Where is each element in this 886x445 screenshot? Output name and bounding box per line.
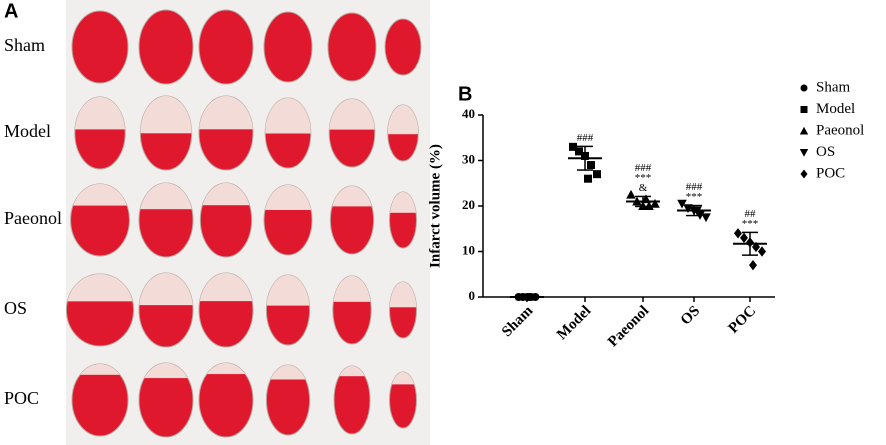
y-tick-label: 40 <box>462 106 475 121</box>
panel-label: A <box>4 0 18 22</box>
x-tick-label: Paeonol <box>605 303 652 350</box>
significance-mark: & <box>639 182 648 194</box>
brain-slice <box>198 9 254 85</box>
significance-mark: *** <box>686 191 703 203</box>
legend-marker <box>800 169 808 179</box>
brain-slice <box>71 10 129 84</box>
brain-slice <box>138 9 194 85</box>
data-point <box>569 142 577 151</box>
data-point <box>644 201 654 210</box>
legend-label: POC <box>816 165 845 181</box>
data-point <box>626 189 636 199</box>
row-label: Paeonol <box>4 208 62 228</box>
legend-marker <box>799 126 809 135</box>
brain-slice <box>384 18 422 76</box>
legend-marker <box>799 149 809 157</box>
legend-label: OS <box>816 144 835 160</box>
significance-mark: *** <box>742 218 759 230</box>
data-point <box>677 199 687 209</box>
legend-label: Sham <box>816 79 851 95</box>
significance-mark: ### <box>577 132 594 144</box>
infarct-area <box>72 364 128 375</box>
data-point <box>758 246 766 257</box>
infarct-area <box>330 186 374 207</box>
data-point <box>683 204 693 214</box>
y-axis-title: Infarct volume (%) <box>427 144 443 268</box>
data-point <box>701 213 711 223</box>
data-point <box>650 198 660 208</box>
data-point <box>749 259 757 271</box>
significance-mark: *** <box>635 172 652 184</box>
data-point <box>734 228 742 239</box>
significance-mark: ### <box>686 181 703 193</box>
legend-marker <box>800 106 808 113</box>
row-label: OS <box>4 298 27 318</box>
x-tick-label: OS <box>678 303 703 328</box>
legend-label: Paeonol <box>816 122 864 138</box>
legend-marker <box>800 84 808 92</box>
brain-slice <box>327 12 377 82</box>
legend-label: Model <box>816 101 855 117</box>
data-point <box>584 174 592 183</box>
significance-mark: ## <box>745 208 757 220</box>
row-label: POC <box>4 388 39 408</box>
x-tick-label: Model <box>554 303 594 343</box>
infarct-area <box>334 366 370 377</box>
data-point <box>575 147 583 156</box>
data-point <box>740 232 748 244</box>
y-tick-label: 10 <box>462 242 475 257</box>
infarct-area <box>200 183 252 206</box>
y-tick-label: 0 <box>469 288 476 303</box>
y-tick-label: 30 <box>462 151 475 166</box>
infarct-area <box>70 184 130 206</box>
y-tick-label: 20 <box>462 197 475 212</box>
data-point <box>593 170 601 179</box>
significance-mark: ### <box>635 162 652 174</box>
x-tick-label: Sham <box>499 303 537 341</box>
x-tick-label: POC <box>726 303 760 337</box>
data-point <box>587 161 595 170</box>
infarct-area <box>389 192 417 213</box>
row-label: Model <box>4 121 51 141</box>
infarct-area <box>199 363 253 375</box>
panel-label: B <box>458 83 472 105</box>
brain-slice <box>263 11 313 83</box>
row-label: Sham <box>4 35 45 55</box>
